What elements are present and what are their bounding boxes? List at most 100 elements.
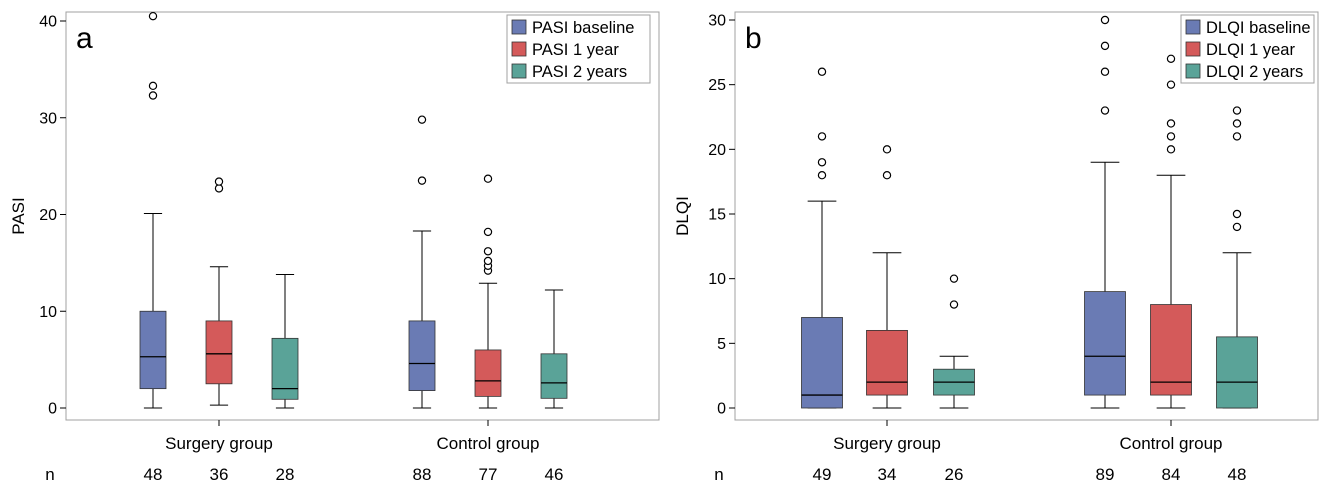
- outlier-point: [1166, 54, 1176, 64]
- legend-swatch: [511, 41, 527, 57]
- box-pasi-2-years-surgery: [271, 273, 299, 409]
- y-axis-title: PASI: [9, 197, 28, 234]
- plot-frame: [65, 11, 660, 421]
- box-dlqi-1-year-control: [1150, 54, 1192, 409]
- legend-label: PASI baseline: [532, 19, 634, 37]
- box-dlqi-baseline-surgery: [801, 67, 843, 409]
- n-value: 84: [1162, 465, 1181, 482]
- legend-swatch: [511, 63, 527, 79]
- panel-letter: b: [745, 22, 762, 55]
- outlier-point: [148, 11, 158, 21]
- outlier-point: [817, 170, 827, 180]
- outlier-point: [882, 170, 892, 180]
- box-pasi-baseline-surgery: [139, 11, 167, 409]
- legend-label: PASI 1 year: [532, 41, 619, 59]
- n-value: 46: [545, 465, 564, 482]
- y-tick-label: 30: [39, 110, 57, 127]
- iqr-box: [474, 349, 502, 397]
- outlier-point: [949, 274, 959, 283]
- iqr-box: [866, 329, 908, 396]
- box-pasi-2-years-control: [540, 289, 568, 409]
- outlier-point: [817, 158, 827, 167]
- y-tick-label: 20: [708, 142, 726, 159]
- iqr-box: [271, 337, 299, 400]
- box-pasi-baseline-control: [408, 115, 436, 409]
- outlier-point: [148, 81, 158, 91]
- iqr-box: [1216, 336, 1258, 409]
- outlier-point: [483, 247, 493, 256]
- y-tick-label: 25: [708, 77, 726, 94]
- outlier-point: [1100, 106, 1110, 115]
- n-value: 26: [945, 465, 964, 482]
- y-tick-label: 0: [48, 401, 57, 418]
- n-value: 48: [1228, 465, 1247, 482]
- iqr-box: [205, 320, 233, 385]
- box-dlqi-1-year-surgery: [866, 145, 908, 409]
- n-value: 88: [413, 465, 432, 482]
- outlier-point: [1166, 145, 1176, 154]
- outlier-point: [1232, 106, 1242, 115]
- outlier-point: [1166, 132, 1176, 141]
- panel-b: 0 5 10 15 20 25 30 DLQI b Surgery group Control gr…: [673, 11, 1319, 482]
- outlier-point: [949, 300, 959, 309]
- n-row-label: n: [45, 465, 54, 482]
- n-value: 36: [210, 465, 229, 482]
- legend-label: PASI 2 years: [532, 63, 627, 81]
- y-tick-label: 30: [708, 13, 726, 30]
- n-value: 77: [479, 465, 498, 482]
- y-tick-label: 5: [717, 336, 726, 353]
- outlier-point: [417, 176, 427, 185]
- outlier-point: [1166, 119, 1176, 128]
- box-pasi-1-year-surgery: [205, 177, 233, 406]
- legend-swatch: [1185, 41, 1201, 57]
- y-tick-label: 15: [708, 207, 726, 224]
- plot-frame: [734, 11, 1319, 421]
- outlier-point: [417, 115, 427, 124]
- y-tick-label: 10: [708, 271, 726, 288]
- group-label: Control group: [436, 434, 539, 453]
- box-dlqi-2-years-control: [1216, 106, 1258, 409]
- panel-letter: a: [76, 22, 93, 55]
- legend-frame: [506, 14, 651, 84]
- n-value: 49: [813, 465, 832, 482]
- legend-label: DLQI 2 years: [1206, 63, 1303, 81]
- legend: DLQI baseline DLQI 1 year DLQI 2 years: [1180, 14, 1315, 84]
- y-tick-label: 40: [39, 14, 57, 31]
- legend-frame: [1180, 14, 1315, 84]
- outlier-point: [1100, 41, 1110, 51]
- outlier-point: [817, 132, 827, 141]
- outlier-point: [1232, 209, 1242, 219]
- outlier-point: [1232, 132, 1242, 141]
- legend: PASI baseline PASI 1 year PASI 2 years: [506, 14, 651, 84]
- outlier-point: [1232, 222, 1242, 232]
- outlier-point: [483, 256, 493, 266]
- outlier-point: [1100, 67, 1110, 76]
- y-axis-title: DLQI: [673, 196, 692, 236]
- panel-a: 0 10 20 30 40 PASI a Surgery group Control group…: [9, 11, 660, 482]
- iqr-box: [408, 320, 436, 391]
- legend-swatch: [511, 19, 527, 35]
- iqr-box: [540, 353, 568, 399]
- iqr-box: [139, 310, 167, 390]
- legend-label: DLQI baseline: [1206, 19, 1311, 37]
- iqr-box: [1150, 304, 1192, 396]
- iqr-box: [801, 317, 843, 409]
- legend-label: DLQI 1 year: [1206, 41, 1295, 59]
- group-label: Control group: [1119, 434, 1222, 453]
- n-value: 48: [144, 465, 163, 482]
- outlier-point: [214, 177, 224, 186]
- box-pasi-1-year-control: [474, 174, 502, 409]
- outlier-point: [1100, 15, 1110, 25]
- box-dlqi-2-years-surgery: [933, 274, 975, 409]
- group-label: Surgery group: [165, 434, 273, 453]
- y-tick-label: 0: [717, 401, 726, 418]
- n-value: 89: [1096, 465, 1115, 482]
- box-dlqi-baseline-control: [1084, 15, 1126, 409]
- outlier-point: [148, 91, 158, 100]
- legend-swatch: [1185, 63, 1201, 79]
- outlier-point: [817, 67, 827, 76]
- legend-swatch: [1185, 19, 1201, 35]
- iqr-box: [1084, 291, 1126, 396]
- n-value: 34: [878, 465, 897, 482]
